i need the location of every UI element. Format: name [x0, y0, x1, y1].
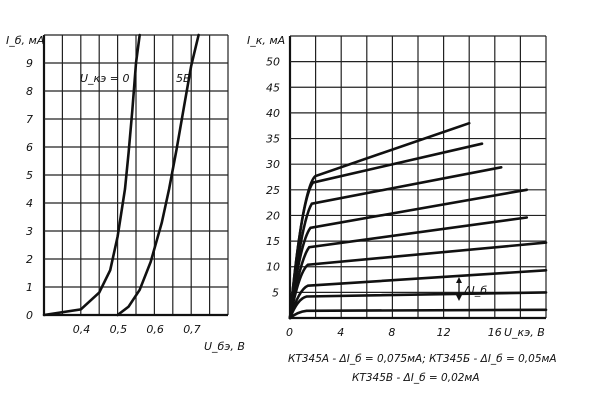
right-y-tick-label: 10 [266, 261, 280, 274]
left-series-line-1 [116, 33, 200, 317]
left-annotation-uke0: U_кэ = 0 [80, 72, 129, 85]
left-y-tick-label: 9 [26, 57, 33, 70]
left-x-tick-label: 0,6 [146, 323, 164, 336]
left-y-tick-label: 3 [26, 225, 33, 238]
note-line-1: КТ345А - ΔI_б = 0,075мА; КТ345Б - ΔI_б =… [288, 353, 557, 365]
right-series-line-8 [288, 121, 471, 320]
right-y-tick-label: 40 [266, 107, 280, 120]
right-y-tick-label: 15 [266, 235, 280, 248]
left-y-tick-label: 8 [26, 85, 33, 98]
right-y-tick-label: 50 [266, 56, 280, 69]
left-y-tick-label: 2 [26, 253, 33, 266]
right-y-tick-label: 35 [266, 133, 280, 146]
left-annotation-5v: 5В [176, 72, 191, 85]
left-y-tick-label: 5 [26, 169, 33, 182]
left-y-tick-label: 6 [26, 141, 33, 154]
right-y-tick-label: 25 [266, 184, 280, 197]
right-chart-ticks: 0 4 8 12 16 5 10 15 20 25 30 35 40 45 50 [266, 56, 502, 339]
left-x-axis-label: U_бэ, В [204, 340, 245, 353]
right-series-line-5 [288, 188, 529, 320]
note-line-2: КТ345В - ΔI_б = 0,02мА [352, 372, 480, 384]
left-y-tick-label: 0 [26, 309, 33, 322]
right-x-axis-label: U_кэ, В [504, 326, 545, 339]
right-x-tick-label: 8 [388, 326, 395, 339]
right-y-tick-label: 20 [266, 209, 280, 222]
left-y-tick-label: 1 [26, 281, 33, 294]
right-chart-grid [288, 35, 547, 320]
delta-ib-marker [456, 277, 462, 301]
left-series-line-0 [42, 33, 141, 317]
left-y-tick-label: 4 [26, 197, 33, 210]
right-x-tick-label: 16 [488, 326, 502, 339]
right-chart-curves [288, 121, 548, 320]
left-x-tick-label: 0,4 [73, 323, 91, 336]
right-x-tick-label: 4 [337, 326, 344, 339]
left-y-tick-label: 7 [26, 113, 33, 126]
right-y-tick-label: 5 [272, 286, 279, 299]
right-series-line-4 [288, 216, 529, 320]
right-y-tick-label: 45 [266, 81, 280, 94]
left-chart-ticks: 0,4 0,5 0,6 0,7 0 1 2 3 4 5 6 7 8 9 [26, 57, 201, 336]
left-x-tick-label: 0,5 [110, 323, 128, 336]
delta-ib-label: ΔI_б [463, 284, 487, 297]
left-x-tick-label: 0,7 [183, 323, 201, 336]
left-y-axis-label: I_б, мА [6, 34, 44, 47]
right-x-tick-label: 0 [286, 326, 293, 339]
right-x-tick-label: 12 [437, 326, 451, 339]
left-chart-curves [42, 33, 200, 317]
right-y-tick-label: 30 [266, 158, 280, 171]
right-y-axis-label: I_к, мА [247, 34, 285, 47]
